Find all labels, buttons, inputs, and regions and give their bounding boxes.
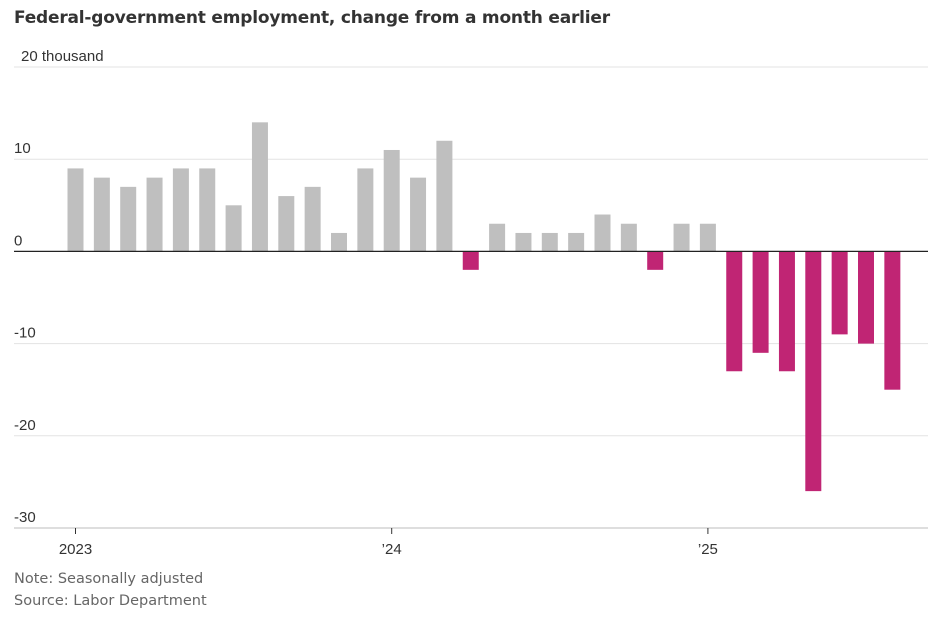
y-tick-label: -20 bbox=[14, 417, 36, 434]
bar-2024-06 bbox=[515, 232, 532, 252]
chart-title: Federal-government employment, change fr… bbox=[14, 8, 610, 28]
bar-2025-06 bbox=[831, 251, 848, 335]
footnote: Note: Seasonally adjusted bbox=[14, 571, 204, 587]
bar-2023-08 bbox=[251, 122, 268, 252]
bar-2025-05 bbox=[805, 251, 822, 492]
x-tick-labels: 2023 ’24 ’25 bbox=[59, 541, 718, 558]
bar-2024-12 bbox=[673, 223, 690, 252]
x-tick-label: ’24 bbox=[382, 541, 402, 558]
bar-2024-10 bbox=[620, 223, 637, 252]
bar-2024-08 bbox=[568, 232, 585, 252]
bars bbox=[67, 122, 901, 492]
bar-2024-01 bbox=[383, 149, 400, 252]
bar-2025-02 bbox=[726, 251, 743, 372]
bar-2024-04 bbox=[462, 251, 479, 270]
bar-2025-01 bbox=[699, 223, 716, 252]
bar-2023-05 bbox=[172, 168, 189, 252]
bar-2023-04 bbox=[146, 177, 163, 252]
x-tick-label: ’25 bbox=[698, 541, 718, 558]
axes bbox=[14, 250, 928, 534]
bar-2023-02 bbox=[93, 177, 110, 252]
bar-2024-09 bbox=[594, 214, 611, 252]
bar-2023-01 bbox=[67, 168, 84, 252]
y-tick-label: -30 bbox=[14, 509, 36, 526]
y-tick-label: 20 thousand bbox=[21, 48, 104, 65]
bar-2024-11 bbox=[647, 251, 664, 270]
y-tick-label: 0 bbox=[14, 232, 22, 249]
bar-2023-09 bbox=[278, 196, 295, 252]
y-tick-label: -10 bbox=[14, 325, 36, 342]
x-tick-label: 2023 bbox=[59, 541, 92, 558]
y-tick-label: 10 bbox=[14, 140, 31, 157]
bar-2023-12 bbox=[357, 168, 374, 252]
bar-2024-03 bbox=[436, 140, 453, 252]
bar-2025-03 bbox=[752, 251, 769, 353]
bar-2023-10 bbox=[304, 186, 321, 252]
bar-2023-07 bbox=[225, 205, 242, 252]
y-tick-labels: 20 thousand 10 0 -10 -20 -30 bbox=[14, 48, 104, 526]
bar-2025-07 bbox=[858, 251, 874, 344]
source-note: Source: Labor Department bbox=[14, 593, 207, 609]
bar-2024-05 bbox=[489, 223, 506, 252]
bar-2025-04 bbox=[778, 251, 795, 372]
bar-2023-06 bbox=[199, 168, 216, 252]
bar-2023-11 bbox=[331, 232, 347, 252]
bar-2024-07 bbox=[541, 232, 558, 252]
bar-2024-02 bbox=[410, 177, 427, 252]
bar-2023-03 bbox=[120, 186, 137, 252]
bar-2025-08 bbox=[884, 251, 901, 390]
